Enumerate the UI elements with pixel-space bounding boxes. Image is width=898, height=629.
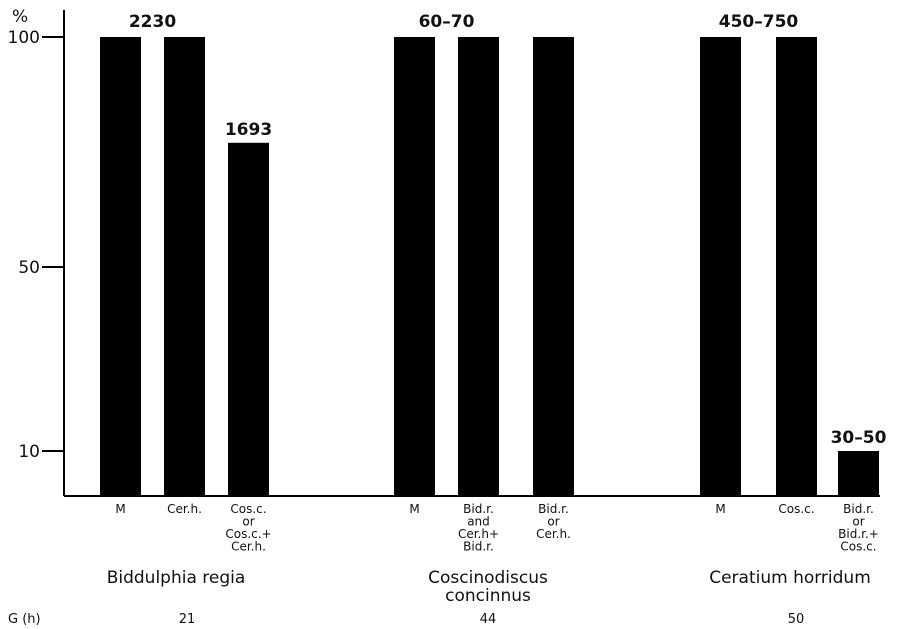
y-axis-label: % <box>12 7 28 27</box>
group-value-label: 60–70 <box>419 12 475 32</box>
bar-data-label: 1693 <box>225 120 272 140</box>
bar-category-label: Bid.r. <box>843 502 874 516</box>
bar-category-label: Cer.h+ <box>458 527 499 541</box>
g-value-label: 50 <box>788 612 805 627</box>
bar-category-label: and <box>467 515 490 529</box>
group-name-label: Biddulphia regia <box>107 568 246 588</box>
bar-category-label: Bid.r. <box>538 502 569 516</box>
bars <box>100 37 879 497</box>
bar-category-label: Cos.c.+ <box>225 527 271 541</box>
bar-category-label: Bid.r.+ <box>838 527 879 541</box>
group-value-label: 450–750 <box>719 12 799 32</box>
y-tick-label: 100 <box>8 28 40 48</box>
bar <box>776 37 817 496</box>
bar-category-label: Cer.h. <box>231 540 266 554</box>
bar-category-label: M <box>715 502 725 516</box>
y-tick-label: 10 <box>18 442 40 462</box>
group-name-label: Ceratium horridum <box>709 568 871 588</box>
bar-category-label: Bid.r. <box>463 540 494 554</box>
bar <box>533 37 574 496</box>
bar <box>458 37 499 496</box>
bar-category-label: or <box>547 515 559 529</box>
bar-data-label: 30–50 <box>831 428 887 448</box>
group-value-label: 2230 <box>129 12 176 32</box>
bar-category-label: or <box>242 515 254 529</box>
bar-category-label: Cer.h. <box>536 527 571 541</box>
g-row-label: G (h) <box>8 612 41 627</box>
bar-category-label: or <box>852 515 864 529</box>
bar <box>700 37 741 496</box>
bar-category-label: M <box>115 502 125 516</box>
bar-category-label: Cos.c. <box>840 540 876 554</box>
bar-category-label: Cos.c. <box>230 502 266 516</box>
group-name-label: Coscinodiscus <box>428 568 548 588</box>
group-name-label: concinnus <box>445 586 531 606</box>
bar-category-label: Bid.r. <box>463 502 494 516</box>
bar <box>164 37 205 496</box>
bar <box>228 142 269 497</box>
g-value-label: 21 <box>179 612 196 627</box>
bar <box>838 451 879 496</box>
y-tick-label: 50 <box>18 258 40 278</box>
bar <box>394 37 435 496</box>
bar <box>100 37 141 496</box>
bar-category-label: Cos.c. <box>778 502 814 516</box>
g-value-label: 44 <box>480 612 497 627</box>
bar-category-label: M <box>409 502 419 516</box>
bar-category-label: Cer.h. <box>167 502 202 516</box>
